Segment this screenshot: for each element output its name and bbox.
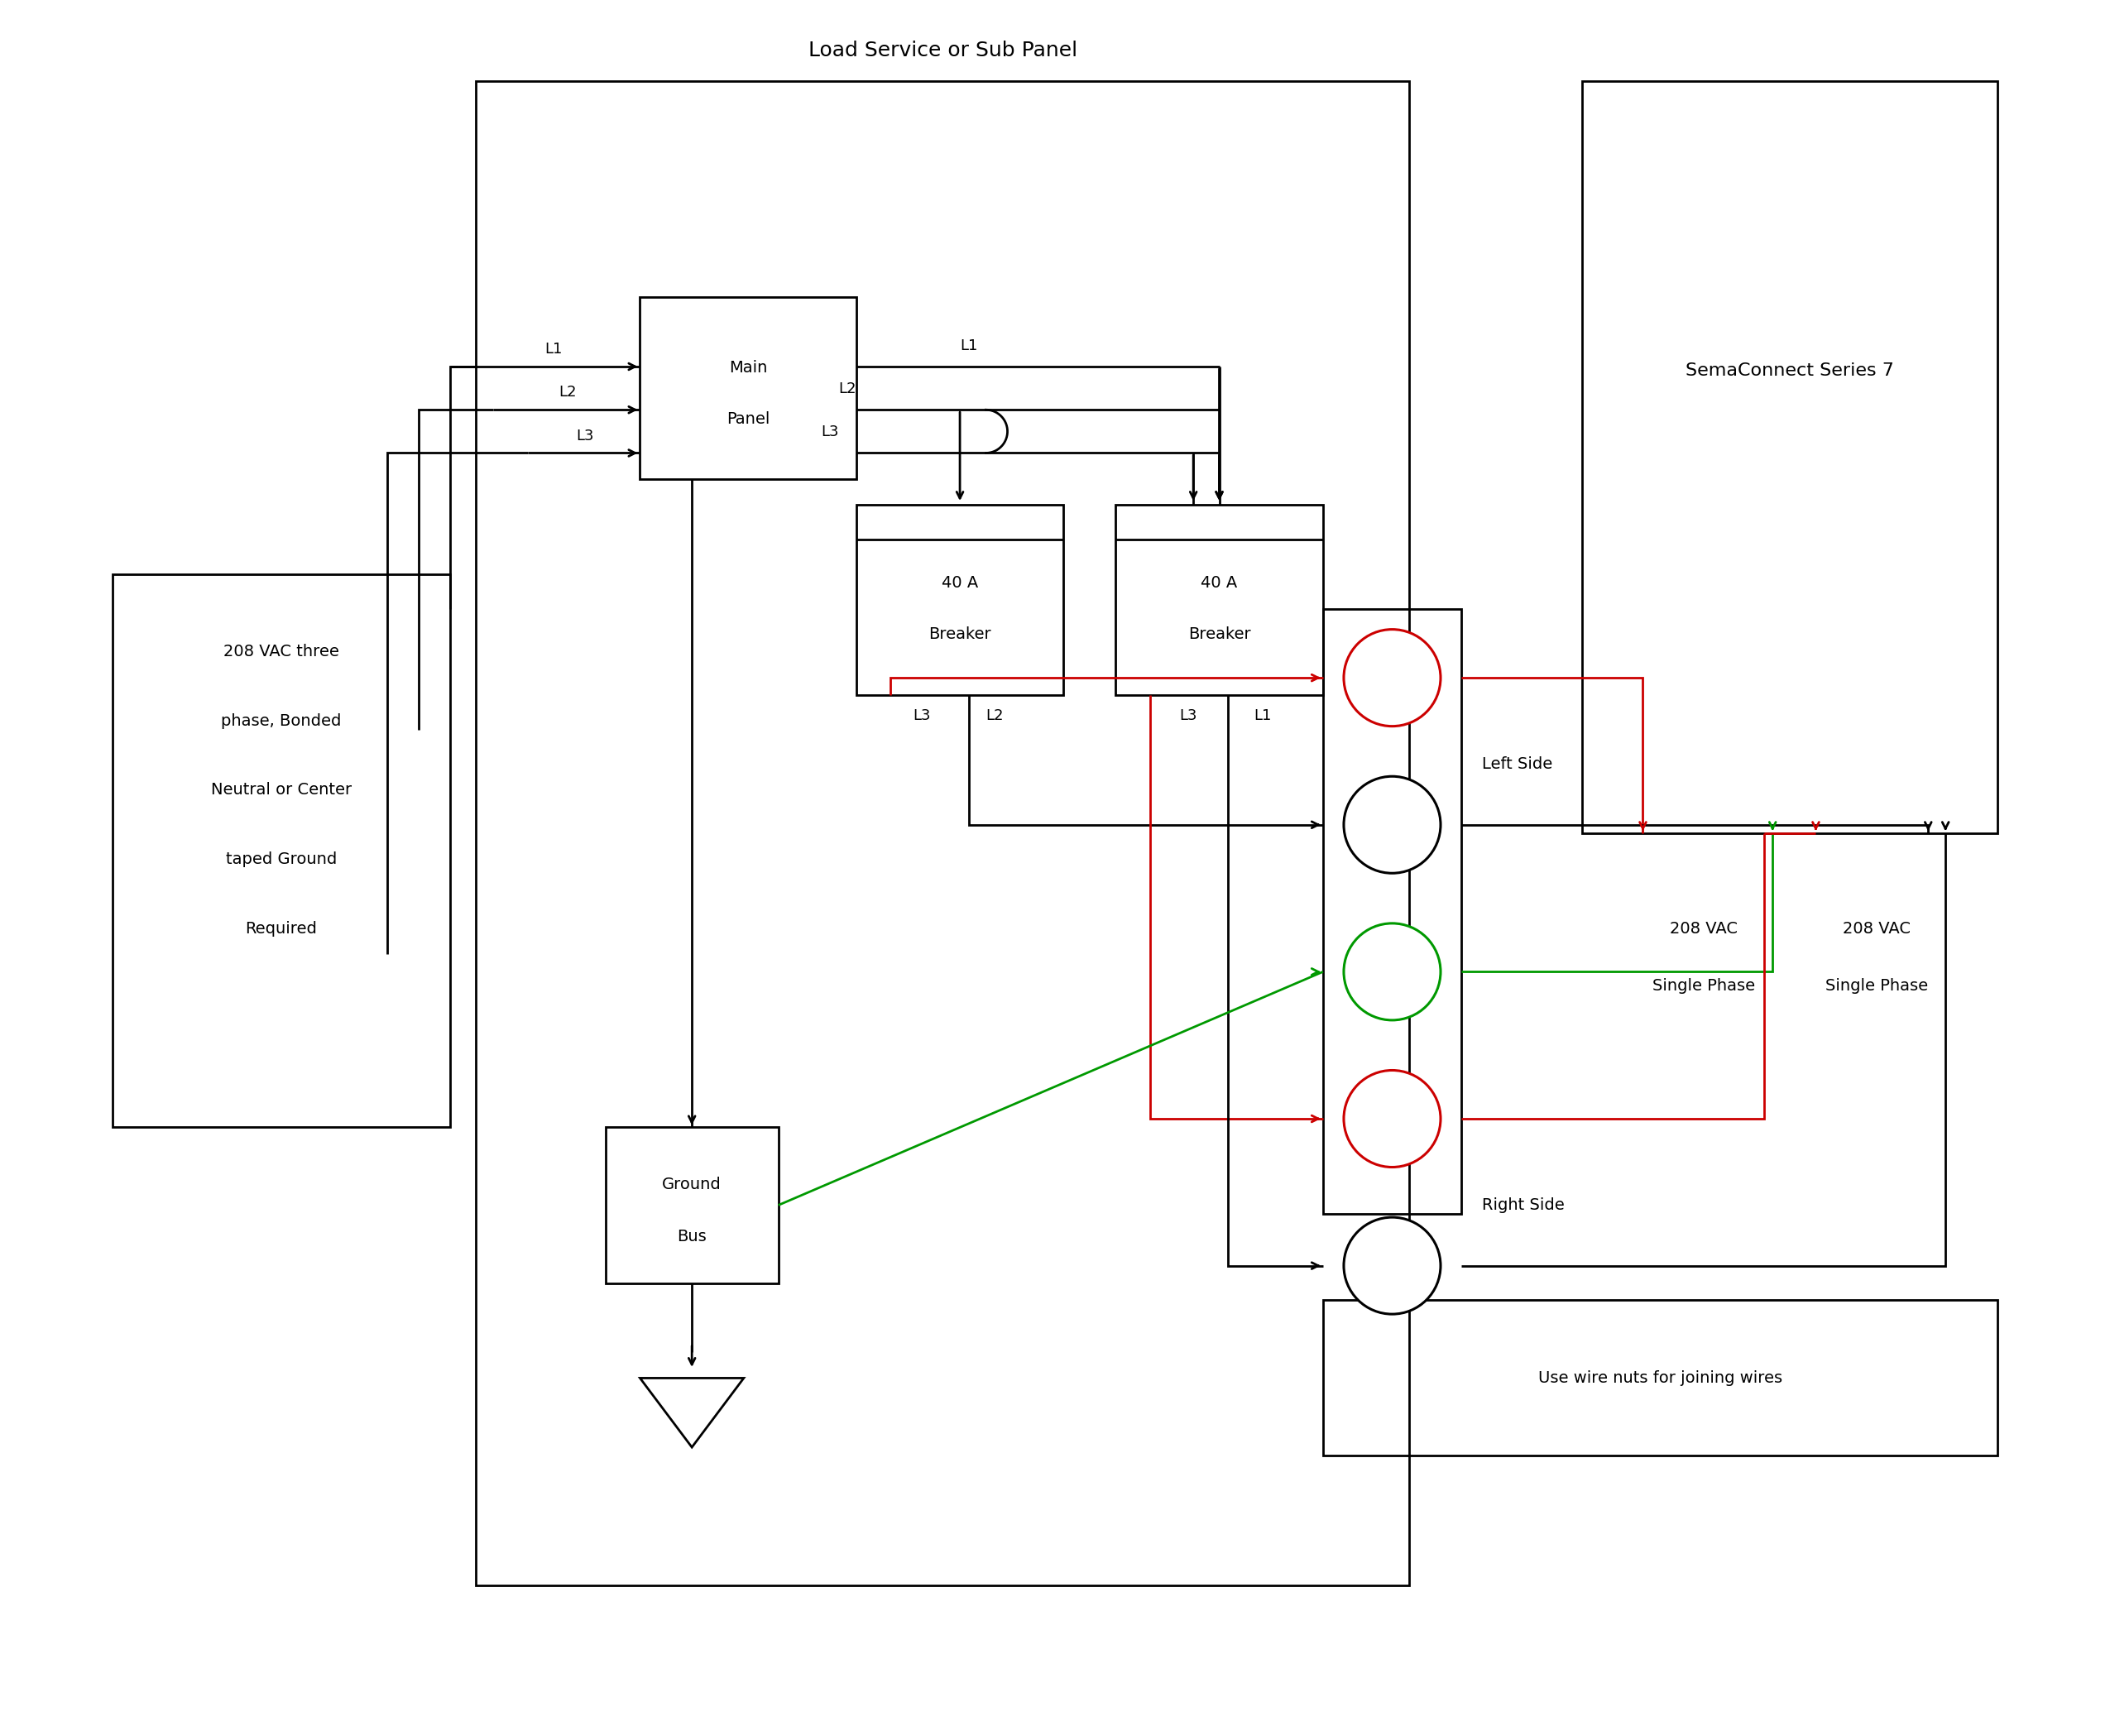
Text: L3: L3 — [914, 708, 931, 724]
Text: Single Phase: Single Phase — [1652, 977, 1756, 993]
Text: 40 A: 40 A — [941, 575, 979, 590]
Text: 40 A: 40 A — [1201, 575, 1239, 590]
Text: Panel: Panel — [726, 411, 770, 427]
Text: Breaker: Breaker — [928, 627, 992, 642]
Text: Ground: Ground — [663, 1177, 722, 1193]
Bar — [1116, 505, 1323, 694]
Text: Use wire nuts for joining wires: Use wire nuts for joining wires — [1538, 1370, 1783, 1385]
Text: phase, Bonded: phase, Bonded — [222, 713, 342, 729]
Bar — [1582, 82, 1998, 833]
Text: L2: L2 — [838, 382, 857, 396]
Bar — [475, 82, 1409, 1585]
Circle shape — [1344, 924, 1441, 1021]
Text: 208 VAC three: 208 VAC three — [224, 644, 340, 660]
Circle shape — [1344, 1217, 1441, 1314]
Text: Neutral or Center: Neutral or Center — [211, 783, 352, 799]
Bar — [1323, 1300, 1998, 1457]
Bar — [112, 575, 449, 1127]
Circle shape — [1344, 630, 1441, 726]
Bar — [857, 505, 1063, 694]
Polygon shape — [639, 1378, 743, 1448]
Text: L2: L2 — [559, 385, 576, 399]
Text: L3: L3 — [821, 425, 840, 439]
Text: 208 VAC: 208 VAC — [1842, 920, 1910, 936]
Circle shape — [1344, 1071, 1441, 1167]
Text: Breaker: Breaker — [1188, 627, 1251, 642]
Text: Right Side: Right Side — [1481, 1198, 1566, 1213]
Text: Required: Required — [245, 920, 316, 936]
Text: L3: L3 — [576, 429, 593, 443]
Text: L2: L2 — [985, 708, 1004, 724]
Text: Left Side: Left Side — [1481, 757, 1553, 773]
Text: Load Service or Sub Panel: Load Service or Sub Panel — [808, 40, 1076, 61]
Circle shape — [1344, 776, 1441, 873]
Text: L3: L3 — [1179, 708, 1196, 724]
Bar — [1323, 609, 1462, 1213]
Text: SemaConnect Series 7: SemaConnect Series 7 — [1686, 363, 1895, 378]
Text: Single Phase: Single Phase — [1825, 977, 1929, 993]
Text: Bus: Bus — [677, 1229, 707, 1245]
Text: taped Ground: taped Ground — [226, 851, 338, 868]
Text: L1: L1 — [960, 339, 977, 352]
Text: 208 VAC: 208 VAC — [1669, 920, 1737, 936]
Text: L1: L1 — [544, 342, 563, 356]
Text: Main: Main — [728, 359, 768, 375]
Bar — [606, 1127, 779, 1283]
Bar — [639, 297, 857, 479]
Text: L1: L1 — [1253, 708, 1272, 724]
